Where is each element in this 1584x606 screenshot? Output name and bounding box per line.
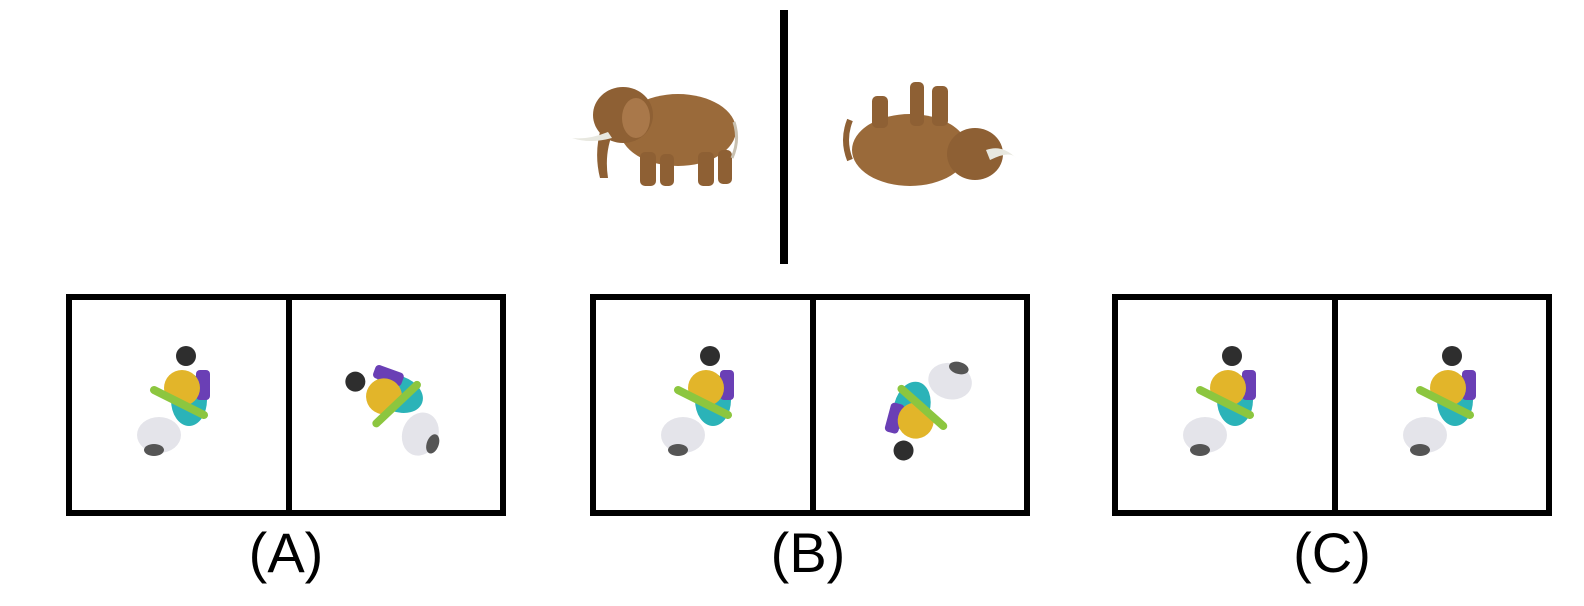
rider-scooter-icon (1403, 346, 1476, 456)
option-a-panel[interactable] (66, 294, 506, 516)
option-c-left-image (1118, 300, 1332, 510)
option-a-left-image (72, 300, 286, 510)
example-divider (780, 10, 788, 264)
elephant-rotated-icon (830, 60, 1020, 220)
rider-scooter-rotated-icon (345, 365, 440, 456)
option-b-panel[interactable] (590, 294, 1030, 516)
rider-scooter-icon (137, 346, 210, 456)
option-c-label[interactable]: (C) (1293, 521, 1371, 584)
option-a-right-image (292, 300, 506, 510)
option-c-panel[interactable] (1112, 294, 1552, 516)
option-a-divider (286, 300, 292, 510)
option-b-label[interactable]: (B) (770, 521, 846, 584)
option-b-left-image (596, 300, 810, 510)
elephant-side-icon (568, 60, 758, 220)
option-b-right-image (816, 300, 1030, 510)
rider-scooter-rotated-icon (884, 361, 972, 461)
rider-scooter-icon (1183, 346, 1256, 456)
rider-scooter-icon (661, 346, 734, 456)
option-b-divider (810, 300, 816, 510)
option-c-divider (1332, 300, 1338, 510)
option-c-right-image (1338, 300, 1552, 510)
option-a-label[interactable]: (A) (248, 521, 324, 584)
